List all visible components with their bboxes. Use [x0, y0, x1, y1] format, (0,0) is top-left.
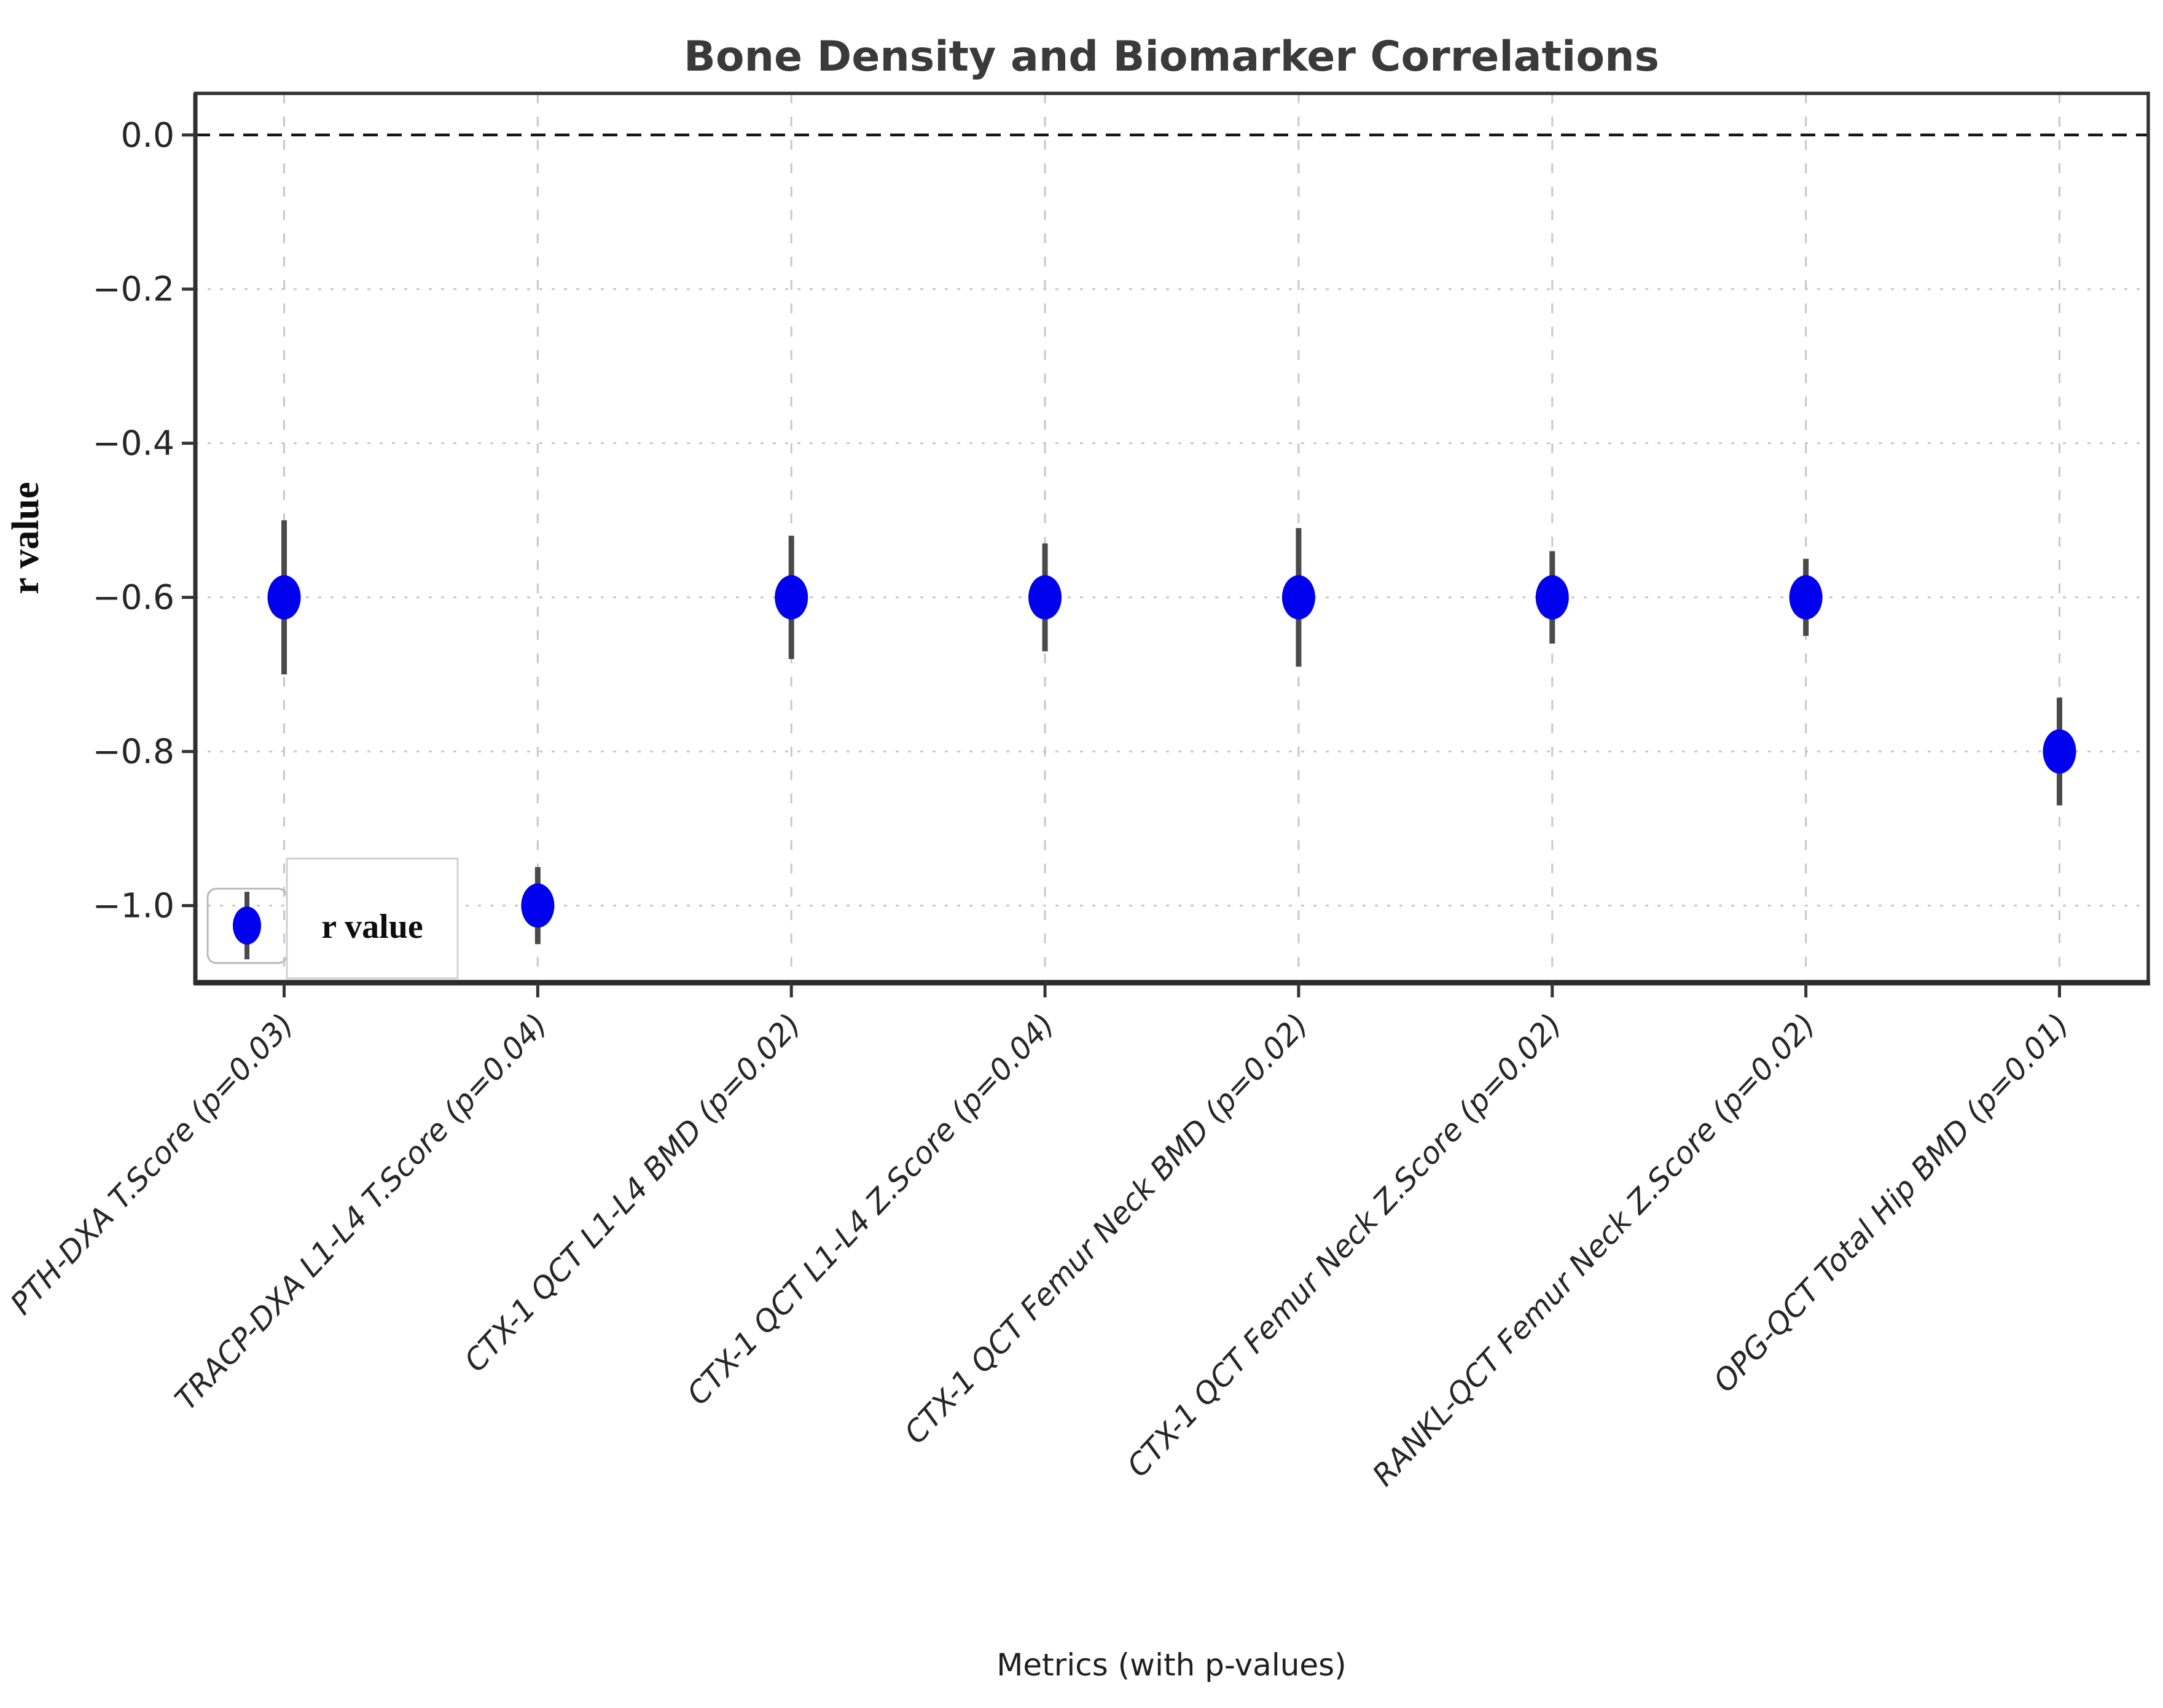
y-tick-label: −1.0	[92, 886, 174, 926]
data-point-marker	[521, 883, 555, 928]
data-point-marker	[1535, 575, 1569, 620]
legend	[206, 857, 459, 980]
x-category-label: CTX-1 QCT Femur Neck Z.Score (p=0.02)	[1121, 1007, 1569, 1484]
y-tick-label: −0.2	[92, 270, 174, 309]
x-category-label: CTX-1 QCT Femur Neck BMD (p=0.02)	[898, 1007, 1315, 1451]
y-tick-label: −0.4	[92, 424, 174, 463]
data-point-marker	[2043, 729, 2076, 774]
y-axis-label: r value	[5, 482, 47, 594]
x-category-label: RANKL-QCT Femur Neck Z.Score (p=0.02)	[1366, 1007, 1822, 1492]
axes-box	[194, 92, 2150, 985]
y-tick-label: 0.0	[121, 115, 174, 155]
x-category-label: PTH-DXA T.Score (p=0.03)	[4, 1007, 300, 1321]
text-layer: Bone Density and Biomarker Correlations …	[5, 33, 1659, 1683]
legend-label-box	[286, 857, 459, 980]
y-tick-label: −0.6	[92, 578, 174, 617]
data-point-marker	[1789, 575, 1823, 620]
legend-label: r value	[321, 908, 423, 946]
data-point-marker	[1028, 575, 1062, 620]
data-point-marker	[775, 575, 808, 620]
x-axis-label: Metrics (with p-values)	[996, 1647, 1346, 1683]
legend-marker	[233, 907, 261, 945]
data-point-marker	[267, 575, 301, 620]
chart-title: Bone Density and Biomarker Correlations	[684, 33, 1659, 81]
grid-layer	[195, 93, 2148, 983]
y-tick-label: −0.8	[92, 732, 174, 771]
axes-frame	[193, 92, 2150, 986]
data-layer	[267, 520, 2076, 945]
ticks-layer: 0.0 −0.2 −0.4 −0.6 −0.8 −1.0 PTH-DXA T.Score (…	[4, 115, 2076, 1493]
data-point-marker	[1281, 575, 1315, 620]
